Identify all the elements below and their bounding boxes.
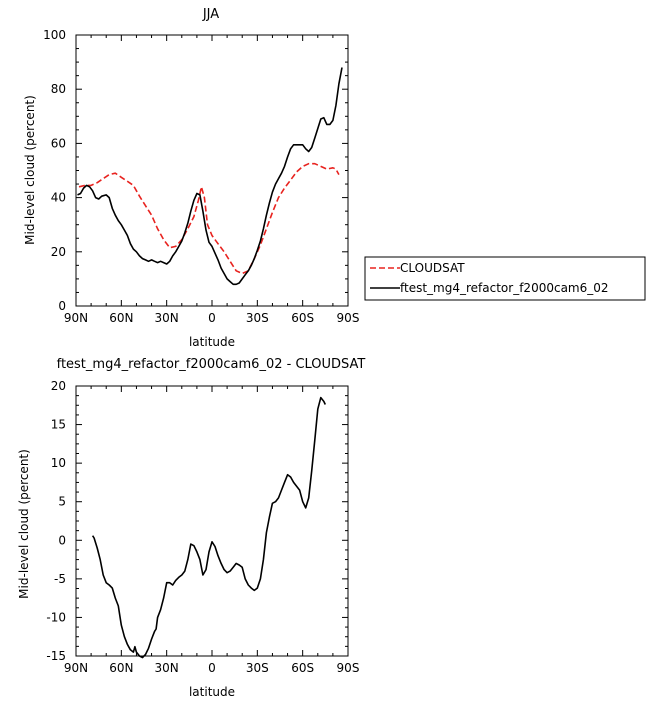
top-y-axis-label: Mid-level cloud (percent) <box>23 95 37 245</box>
bottom-y-tick-label: -5 <box>54 572 66 586</box>
bottom-plot-frame <box>75 385 349 657</box>
bottom-x-tick-label: 30S <box>246 661 269 675</box>
top-x-axis-label: latitude <box>189 335 235 349</box>
top-x-tick-label: 30N <box>155 311 179 325</box>
top-ticks: 90N 60N 30N 0 30S 60S 90S 0 20 40 60 80 100 <box>43 28 359 325</box>
top-y-tick-label: 100 <box>43 28 66 42</box>
bottom-x-tick-label: 30N <box>155 661 179 675</box>
top-y-tick-label: 20 <box>51 245 66 259</box>
bottom-ticks: 90N 60N 30N 0 30S 60S 90S -15 -10 -5 0 5 10 15 20 <box>46 379 359 675</box>
top-x-tick-label: 30S <box>246 311 269 325</box>
top-x-tick-label: 90N <box>64 311 88 325</box>
bottom-x-tick-label: 0 <box>208 661 216 675</box>
top-y-tick-label: 0 <box>58 299 66 313</box>
top-y-tick-label: 80 <box>51 82 66 96</box>
top-x-tick-label: 60S <box>291 311 314 325</box>
legend-label-model: ftest_mg4_refactor_f2000cam6_02 <box>400 281 609 295</box>
bottom-y-axis-label: Mid-level cloud (percent) <box>17 449 31 599</box>
bottom-y-tick-label: -15 <box>46 649 66 663</box>
bottom-panel: ftest_mg4_refactor_f2000cam6_02 - CLOUDS… <box>17 357 365 699</box>
bottom-y-tick-label: 15 <box>51 418 66 432</box>
top-chart-title: JJA <box>202 7 219 22</box>
bottom-x-tick-label: 60S <box>291 661 314 675</box>
top-x-tick-label: 60N <box>109 311 133 325</box>
top-y-tick-label: 40 <box>51 191 66 205</box>
bottom-x-axis-label: latitude <box>189 685 235 699</box>
top-x-tick-label: 90S <box>337 311 360 325</box>
legend: CLOUDSAT ftest_mg4_refactor_f2000cam6_02 <box>364 256 646 301</box>
bottom-x-tick-label: 90N <box>64 661 88 675</box>
bottom-series-line-1 <box>91 396 327 659</box>
legend-label-cloudsat: CLOUDSAT <box>400 261 465 275</box>
bottom-series-lines <box>91 396 327 659</box>
top-series-line-1 <box>78 162 340 275</box>
legend-box <box>364 256 646 301</box>
bottom-x-tick-label: 90S <box>337 661 360 675</box>
top-plot-frame <box>75 34 349 307</box>
bottom-y-tick-label: -10 <box>46 610 66 624</box>
bottom-chart-title: ftest_mg4_refactor_f2000cam6_02 - CLOUDS… <box>57 357 366 372</box>
top-panel: JJA 90N 60N 30N 0 30S 60S 90S 0 20 40 60 80 100 lati… <box>23 7 359 349</box>
top-series-lines <box>77 67 343 286</box>
bottom-y-tick-label: 0 <box>58 533 66 547</box>
top-x-tick-label: 0 <box>208 311 216 325</box>
top-y-tick-label: 60 <box>51 136 66 150</box>
bottom-y-tick-label: 5 <box>58 495 66 509</box>
bottom-y-tick-label: 10 <box>51 456 66 470</box>
top-series-line-2 <box>77 67 343 286</box>
bottom-x-tick-label: 60N <box>109 661 133 675</box>
bottom-y-tick-label: 20 <box>51 379 66 393</box>
